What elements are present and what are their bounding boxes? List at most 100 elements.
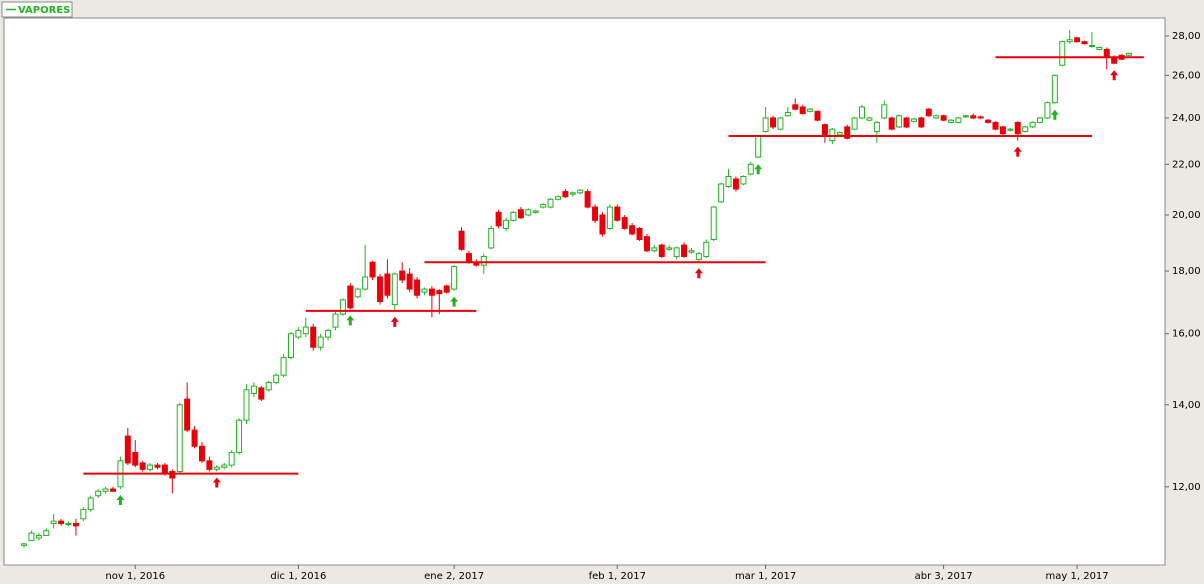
candle-body: [999, 126, 1006, 135]
candle-body: [517, 209, 524, 219]
candle-body: [273, 374, 280, 383]
candle-body: [65, 523, 72, 526]
candle-body: [347, 285, 354, 309]
candle-body: [584, 191, 591, 208]
x-tick-label: abr 3, 2017: [915, 571, 973, 582]
candle-body: [569, 192, 576, 195]
x-tick-label: mar 1, 2017: [735, 571, 796, 582]
y-tick-label: 14,00: [1172, 400, 1201, 411]
candle-body: [621, 217, 628, 229]
candle-body: [962, 115, 969, 118]
candle-body: [332, 313, 339, 328]
candle-body: [495, 211, 502, 227]
signal-arrow: [1050, 109, 1059, 120]
candle-body: [132, 451, 139, 466]
candle-body: [295, 329, 302, 338]
candle-body: [1044, 102, 1051, 119]
x-tick-label: ene 2, 2017: [424, 571, 484, 582]
signal-arrow: [116, 495, 125, 506]
candle-body: [977, 116, 984, 119]
candle-body: [1007, 128, 1014, 131]
candle-body: [228, 451, 235, 466]
candle-body: [43, 530, 50, 537]
candle-body: [80, 508, 87, 520]
candle-body: [354, 288, 361, 298]
y-tick-label: 22,00: [1172, 159, 1201, 170]
candle-body: [896, 115, 903, 128]
candle-body: [643, 236, 650, 252]
candle-body: [873, 121, 880, 132]
signal-arrow: [1110, 70, 1119, 81]
candle-body: [532, 210, 539, 213]
candle-body: [792, 104, 799, 110]
candle-body: [666, 247, 673, 250]
candle-body: [191, 429, 198, 447]
candle-body: [903, 117, 910, 128]
candle-body: [1103, 48, 1110, 58]
y-tick-label: 28,00: [1172, 31, 1201, 42]
signal-arrow: [390, 316, 399, 327]
candle-body: [280, 357, 287, 376]
signal-arrow: [694, 268, 703, 279]
y-tick-label: 12,00: [1172, 482, 1201, 493]
candle-body: [154, 464, 161, 468]
legend: [1, 1, 73, 18]
candle-body: [1074, 37, 1081, 43]
candle-body: [851, 117, 858, 130]
y-tick-label: 18,00: [1172, 266, 1201, 277]
candle-body: [124, 435, 131, 464]
candle-body: [391, 273, 398, 306]
candle-body: [488, 227, 495, 249]
candle-body: [384, 273, 391, 296]
candle-body: [606, 206, 613, 229]
candle-body: [829, 128, 836, 142]
candle-body: [95, 490, 102, 497]
candle-body: [673, 247, 680, 257]
candle-body: [265, 381, 272, 391]
candle-body: [599, 214, 606, 235]
candle-body: [1022, 126, 1029, 132]
candle-body: [554, 196, 561, 200]
candle-body: [948, 119, 955, 123]
candle-body: [503, 219, 510, 229]
candle-body: [799, 106, 806, 115]
x-tick-label: nov 1, 2016: [105, 571, 165, 582]
candle-body: [992, 121, 999, 130]
y-tick-label: 16,00: [1172, 329, 1201, 340]
candle-body: [369, 261, 376, 278]
candle-body: [525, 209, 532, 216]
signal-arrow: [754, 164, 763, 175]
candle-body: [169, 471, 176, 479]
candle-body: [302, 326, 309, 335]
candle-body: [918, 117, 925, 128]
candle-body: [21, 543, 27, 546]
signal-arrow: [450, 296, 459, 307]
candle-body: [35, 535, 42, 539]
candle-body: [629, 225, 636, 235]
candle-body: [161, 464, 168, 475]
candle-body: [755, 135, 762, 158]
candle-body: [985, 119, 992, 123]
candle-body: [1051, 74, 1058, 104]
candle-body: [784, 111, 791, 117]
candle-body: [213, 466, 220, 470]
candle-body: [547, 198, 554, 208]
candle-body: [258, 387, 265, 400]
candle-body: [844, 126, 851, 139]
candle-body: [480, 255, 487, 266]
candle-body: [695, 253, 702, 260]
candle-body: [866, 117, 873, 121]
candle-body: [414, 279, 421, 296]
candle-body: [451, 266, 458, 290]
candle-body: [465, 253, 472, 263]
candle-body: [836, 132, 843, 136]
candle-body: [888, 117, 895, 130]
candle-body: [399, 270, 406, 281]
candle-body: [376, 276, 383, 302]
candle-body: [176, 404, 183, 473]
x-tick-label: feb 1, 2017: [589, 571, 646, 582]
plot-area: [3, 17, 1166, 566]
x-tick-label: dic 1, 2016: [270, 571, 326, 582]
candle-body: [940, 115, 947, 121]
